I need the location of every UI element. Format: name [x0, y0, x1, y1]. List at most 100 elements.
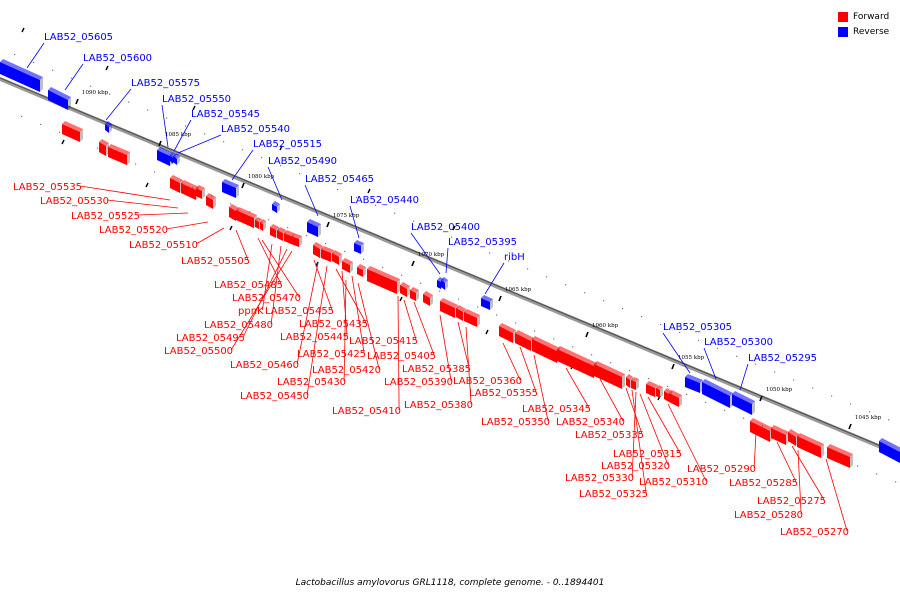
gene-label-lab52-05460: LAB52_05460: [230, 360, 299, 371]
gene-top: [410, 287, 419, 293]
forward-gene-block: [357, 264, 366, 277]
gene-label-ppnk: ppnK: [238, 306, 264, 317]
gene-face: [771, 428, 786, 445]
gene-top: [236, 207, 257, 218]
guide-dot: [356, 196, 358, 199]
guide-dot: [306, 234, 308, 237]
gene-top: [157, 147, 173, 156]
forward-gene-block: [532, 336, 560, 363]
leader-lab52-05390: [439, 314, 452, 382]
gene-top: [750, 418, 773, 431]
gene-label-lab52-05550: LAB52_05550: [162, 94, 231, 105]
guide-dot: [610, 362, 612, 364]
gene-face: [277, 230, 283, 241]
scale-tick-mark: [498, 295, 502, 302]
gene-side: [636, 379, 639, 390]
guide-dot: [413, 220, 415, 222]
scale-tick-label: 1090 kbp: [82, 90, 109, 96]
gene-label-lab52-05305: LAB52_05305: [663, 322, 732, 333]
gene-face: [357, 267, 363, 277]
scale-tick-mark: [671, 363, 675, 370]
guide-dot: [420, 282, 422, 284]
scale-tick-label: 1075 kbp: [333, 213, 360, 219]
gene-top: [291, 233, 302, 239]
forward-gene-block: [656, 385, 663, 398]
gene-face: [62, 124, 80, 142]
gene-face: [750, 421, 770, 442]
leader-lab52-05275: [791, 445, 825, 501]
leader-lab52-05605: [26, 42, 45, 69]
gene-face: [456, 308, 463, 321]
gene-top: [499, 323, 516, 333]
gene-label-lab52-05295: LAB52_05295: [748, 353, 817, 364]
gene-top: [222, 179, 239, 188]
gene-top: [685, 374, 703, 383]
forward-gene-block: [669, 390, 682, 407]
gene-face: [626, 377, 630, 388]
leader-lab52-05345: [565, 367, 590, 409]
strand-mark: [21, 27, 25, 33]
gene-face: [367, 269, 397, 294]
forward-gene-block: [332, 250, 342, 265]
gene-label-lab52-05545: LAB52_05545: [191, 109, 260, 120]
leader-lab52-05395: [445, 247, 449, 274]
guide-dot: [698, 339, 700, 341]
gene-top: [170, 175, 183, 183]
gene-face: [108, 147, 127, 165]
gene-side: [277, 204, 280, 213]
guide-dot: [33, 61, 35, 63]
leader-lab52-05525: [138, 212, 189, 216]
reverse-gene-block: [222, 179, 239, 198]
dotted-guides: [14, 53, 897, 483]
legend-reverse-label: Reverse: [853, 26, 890, 37]
guide-dot: [477, 306, 479, 308]
leader-lab52-05540: [177, 134, 222, 154]
guide-dot: [109, 93, 111, 95]
gene-face: [594, 364, 622, 389]
forward-swatch: [838, 11, 848, 22]
leader-lab52-05515: [231, 149, 254, 181]
leader-lab52-05340: [599, 378, 624, 422]
guide-dot: [14, 53, 16, 56]
gene-label-lab52-05485: LAB52_05485: [214, 280, 283, 291]
reverse-gene-block: [105, 121, 112, 133]
guide-dot: [135, 163, 137, 165]
gene-face: [515, 333, 531, 351]
forward-gene-block: [206, 193, 216, 209]
gene-label-lab52-05525: LAB52_05525: [71, 211, 140, 222]
leader-lab52-05420: [357, 282, 380, 370]
guide-dot: [755, 363, 757, 365]
leader-lab52-05350: [533, 354, 549, 422]
leader-lab52-05530: [107, 199, 179, 209]
gene-side: [445, 280, 448, 290]
strand-mark: [105, 65, 109, 71]
strand-mark: [279, 145, 283, 151]
genome-axis: [0, 77, 900, 457]
guide-dot: [59, 131, 61, 133]
guide-dot: [363, 258, 365, 261]
gene-top: [313, 242, 323, 249]
gene-top: [196, 185, 205, 191]
gene-label-lab52-05440: LAB52_05440: [350, 195, 419, 206]
gene-top: [702, 379, 733, 396]
gene-label-lab52-05420: LAB52_05420: [312, 365, 381, 376]
gene-top: [456, 305, 466, 312]
forward-gene-block: [423, 291, 433, 306]
gene-label-lab52-05275: LAB52_05275: [757, 496, 826, 507]
leader-lab52-05355: [519, 346, 537, 393]
guide-dot: [470, 244, 472, 246]
forward-gene-block: [594, 361, 625, 389]
guide-dot: [736, 355, 738, 357]
forward-gene-block: [99, 139, 109, 156]
scale-tick-mark: [326, 221, 330, 228]
forward-gene-block: [196, 185, 205, 199]
gene-face: [437, 280, 441, 289]
guide-dot: [774, 371, 776, 373]
gene-face: [879, 441, 900, 463]
leader-lab52-05270: [825, 458, 848, 532]
gene-top: [441, 277, 448, 283]
gene-side: [430, 295, 433, 306]
guide-dot: [793, 379, 795, 381]
strand-mark: [229, 225, 233, 231]
guide-dot: [591, 354, 593, 356]
